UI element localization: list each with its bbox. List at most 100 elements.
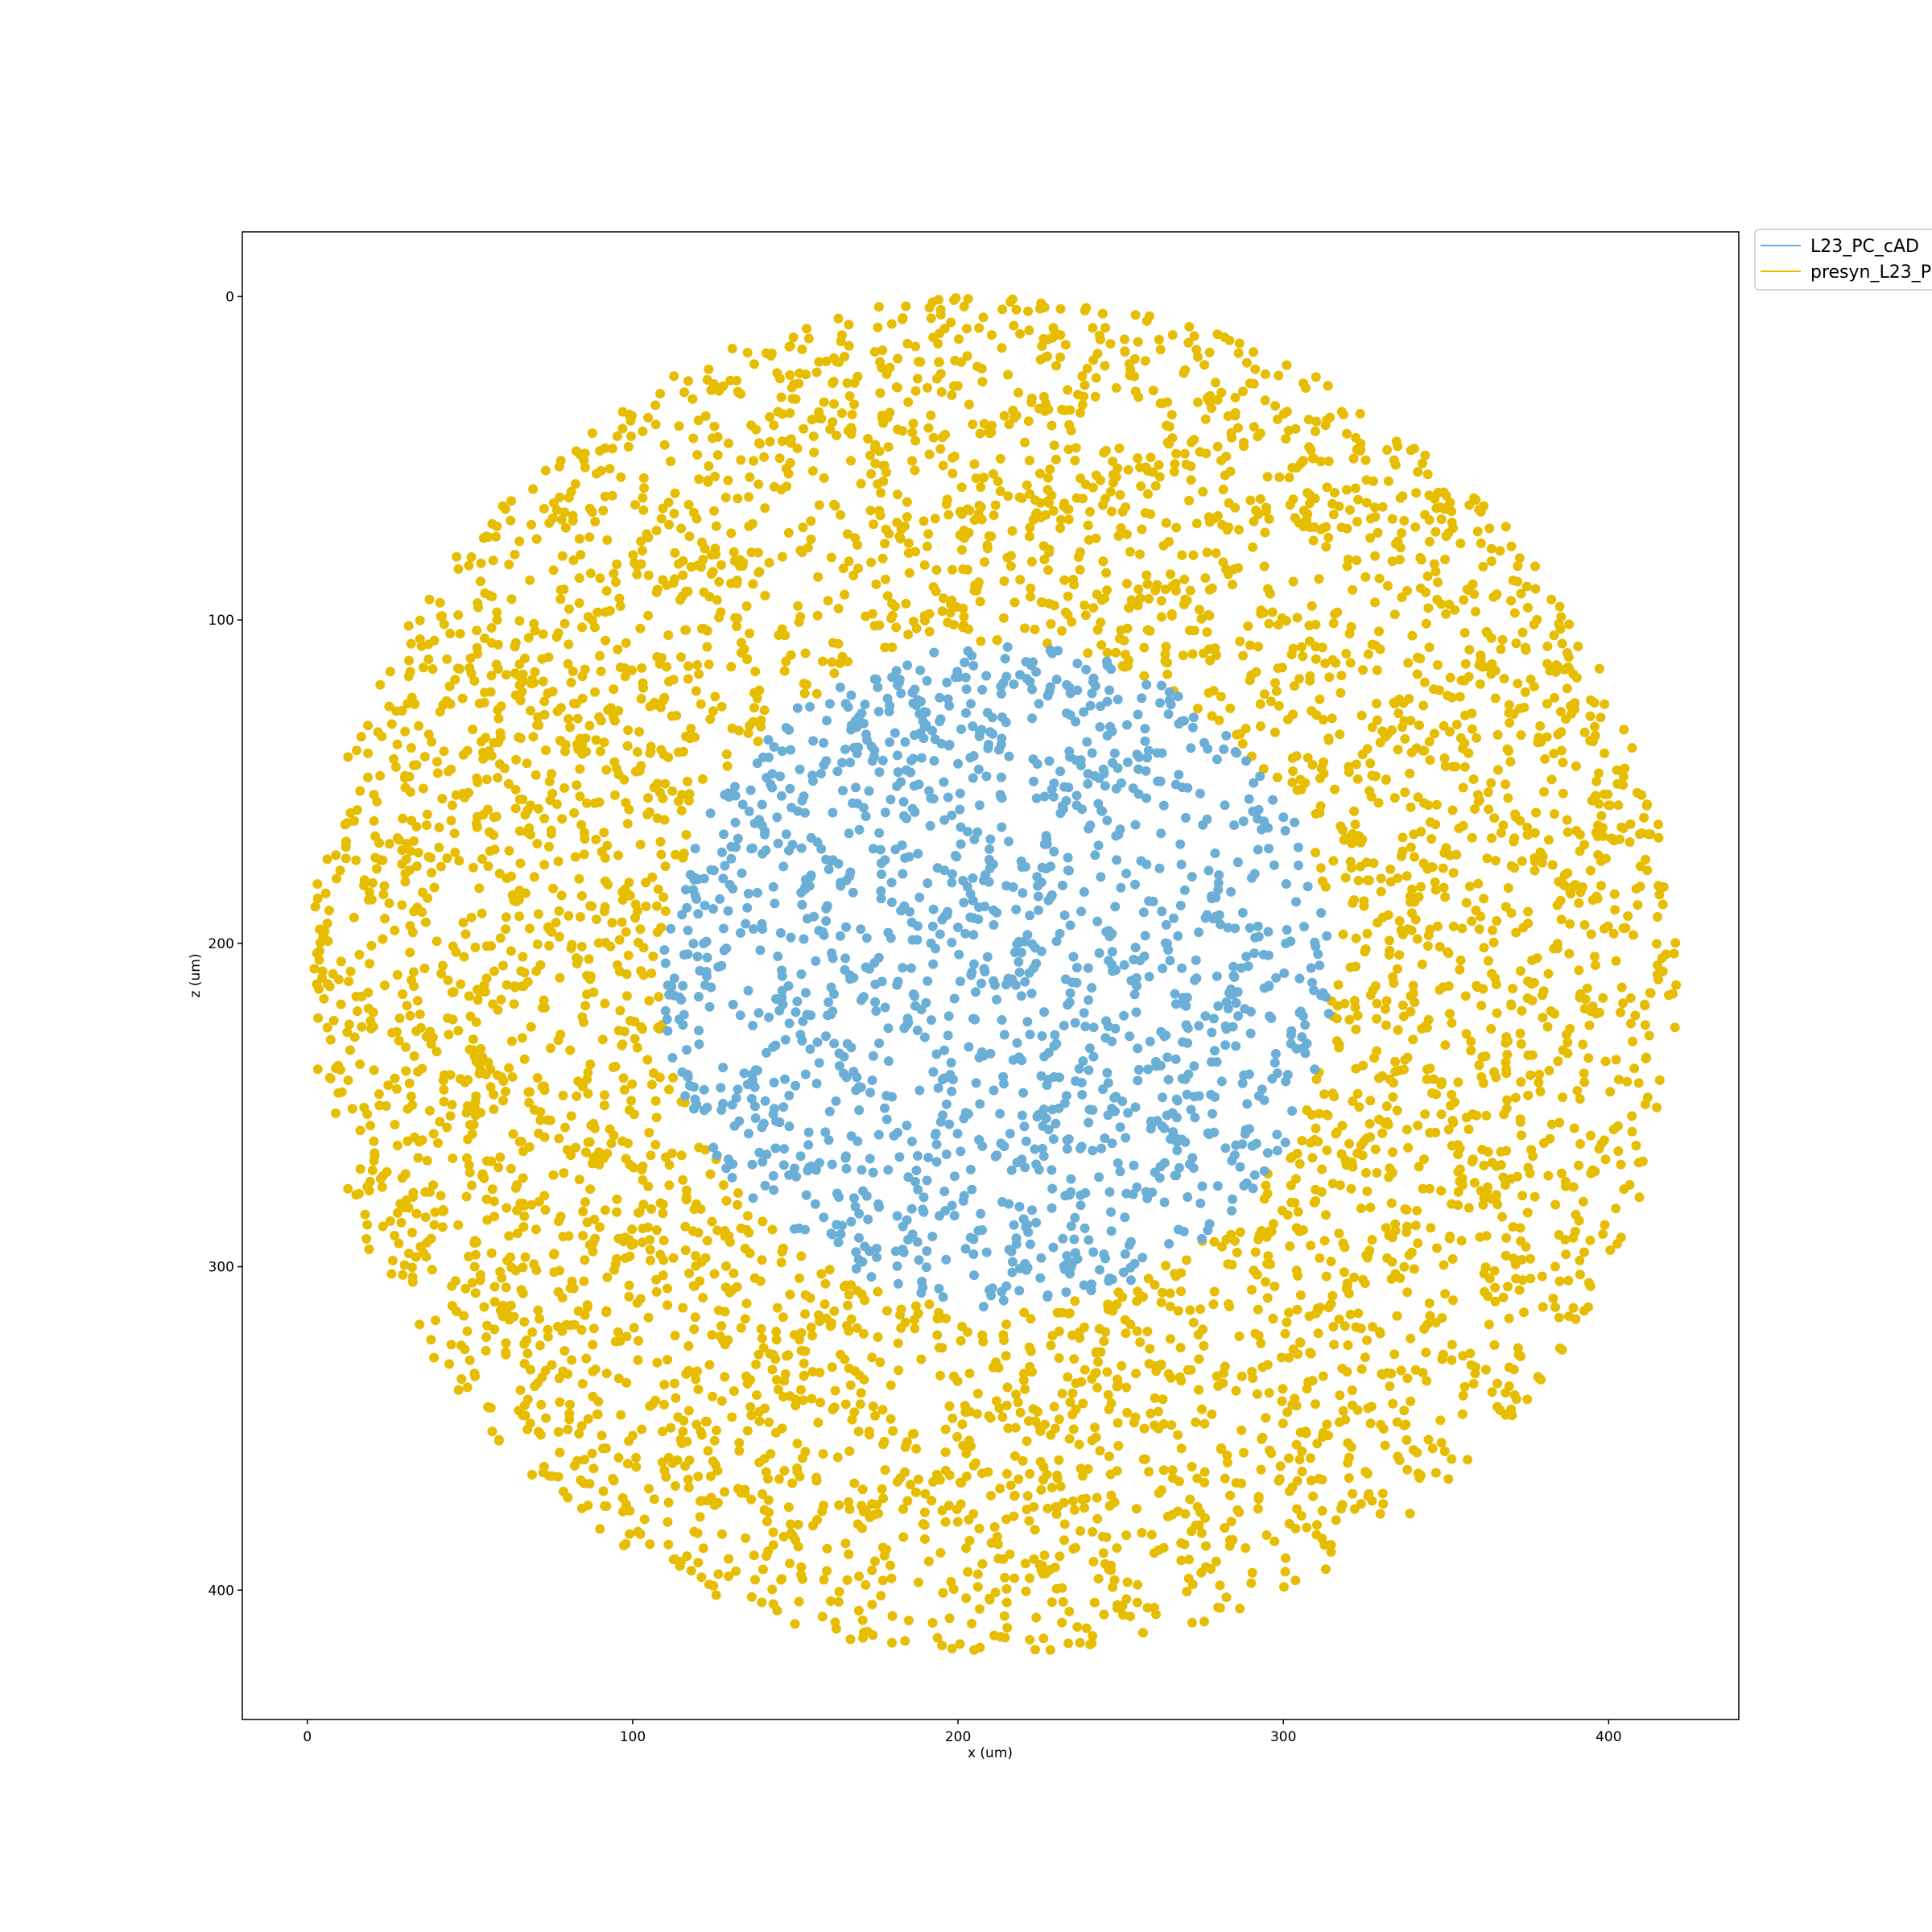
point-presyn-l23-p [1642, 1092, 1653, 1103]
point-presyn-l23-p [1068, 1544, 1079, 1554]
point-presyn-l23-p [702, 1417, 712, 1427]
point-presyn-l23-p [1292, 1304, 1302, 1315]
point-presyn-l23-p [1100, 1327, 1111, 1337]
point-presyn-l23-p [959, 525, 969, 535]
point-presyn-l23-p [896, 524, 906, 535]
point-presyn-l23-p [1221, 564, 1232, 575]
point-presyn-l23-p [312, 879, 323, 890]
point-presyn-l23-p [1388, 972, 1398, 982]
point-presyn-l23-p [466, 912, 477, 923]
point-presyn-l23-p [785, 370, 795, 380]
point-presyn-l23-p [907, 456, 918, 466]
point-presyn-l23-p [1360, 1352, 1370, 1363]
point-presyn-l23-p [569, 807, 580, 818]
point-presyn-l23-p [1064, 419, 1075, 430]
point-presyn-l23-p [903, 397, 914, 407]
point-presyn-l23-p [828, 1405, 838, 1414]
point-presyn-l23-p [323, 979, 332, 989]
point-l23-pc-cad [750, 1113, 761, 1123]
point-presyn-l23-p [533, 1305, 543, 1315]
point-presyn-l23-p [554, 906, 564, 916]
point-presyn-l23-p [518, 952, 528, 962]
point-presyn-l23-p [445, 699, 456, 709]
point-presyn-l23-p [555, 492, 565, 502]
point-presyn-l23-p [1348, 1488, 1358, 1499]
point-presyn-l23-p [1142, 625, 1153, 635]
point-presyn-l23-p [1011, 1389, 1022, 1400]
point-presyn-l23-p [622, 1459, 633, 1469]
point-presyn-l23-p [1590, 952, 1600, 962]
point-presyn-l23-p [1154, 334, 1164, 345]
point-presyn-l23-p [947, 1413, 958, 1423]
point-presyn-l23-p [1530, 584, 1541, 594]
point-presyn-l23-p [1315, 863, 1326, 873]
point-presyn-l23-p [1046, 1430, 1056, 1440]
point-presyn-l23-p [1038, 1462, 1049, 1472]
point-l23-pc-cad [1137, 1253, 1148, 1263]
point-presyn-l23-p [1067, 1388, 1078, 1398]
point-presyn-l23-p [1264, 618, 1274, 629]
point-presyn-l23-p [1175, 1343, 1186, 1353]
point-presyn-l23-p [696, 1572, 707, 1583]
point-presyn-l23-p [613, 1452, 624, 1463]
point-presyn-l23-p [558, 1486, 568, 1496]
point-presyn-l23-p [609, 684, 619, 695]
point-l23-pc-cad [1302, 881, 1313, 892]
point-presyn-l23-p [1065, 1397, 1075, 1407]
point-presyn-l23-p [494, 869, 505, 879]
point-presyn-l23-p [1108, 1582, 1118, 1592]
point-l23-pc-cad [1035, 1273, 1046, 1283]
point-presyn-l23-p [819, 1299, 830, 1310]
point-presyn-l23-p [785, 1558, 795, 1569]
point-presyn-l23-p [638, 473, 649, 483]
point-presyn-l23-p [489, 966, 499, 976]
point-presyn-l23-p [524, 1097, 535, 1108]
point-presyn-l23-p [1196, 1567, 1207, 1578]
point-presyn-l23-p [1366, 791, 1377, 802]
point-presyn-l23-p [1261, 1277, 1271, 1287]
point-presyn-l23-p [503, 778, 514, 789]
point-presyn-l23-p [843, 1300, 853, 1311]
point-presyn-l23-p [1132, 1597, 1142, 1608]
point-presyn-l23-p [367, 1165, 378, 1175]
point-presyn-l23-p [1390, 460, 1401, 470]
point-presyn-l23-p [629, 1323, 639, 1333]
point-l23-pc-cad [996, 688, 1006, 699]
point-presyn-l23-p [664, 1160, 675, 1170]
point-presyn-l23-p [1312, 1439, 1323, 1449]
point-presyn-l23-p [526, 679, 537, 689]
point-presyn-l23-p [1284, 1307, 1294, 1318]
point-presyn-l23-p [453, 1220, 464, 1230]
point-presyn-l23-p [643, 610, 654, 621]
point-presyn-l23-p [1009, 1511, 1019, 1521]
point-presyn-l23-p [699, 624, 709, 634]
point-presyn-l23-p [802, 324, 812, 334]
point-presyn-l23-p [1051, 1502, 1061, 1512]
point-presyn-l23-p [1199, 1418, 1210, 1429]
point-presyn-l23-p [1532, 614, 1542, 625]
point-l23-pc-cad [1220, 1021, 1231, 1031]
point-l23-pc-cad [919, 1192, 929, 1203]
point-presyn-l23-p [1290, 1198, 1300, 1208]
point-presyn-l23-p [564, 910, 574, 921]
point-presyn-l23-p [1255, 493, 1265, 504]
point-presyn-l23-p [486, 941, 497, 952]
point-presyn-l23-p [750, 667, 761, 677]
point-presyn-l23-p [913, 1308, 923, 1319]
point-presyn-l23-p [1385, 1381, 1395, 1391]
point-presyn-l23-p [340, 819, 350, 830]
point-presyn-l23-p [1496, 644, 1506, 654]
point-presyn-l23-p [1438, 863, 1448, 873]
point-presyn-l23-p [1026, 393, 1037, 403]
point-presyn-l23-p [621, 1499, 631, 1509]
point-presyn-l23-p [869, 519, 878, 530]
point-presyn-l23-p [846, 1314, 857, 1324]
point-presyn-l23-p [1353, 1308, 1364, 1319]
point-presyn-l23-p [378, 1221, 388, 1232]
point-l23-pc-cad [833, 1237, 844, 1248]
point-presyn-l23-p [1307, 1153, 1318, 1163]
point-presyn-l23-p [1024, 325, 1034, 336]
point-presyn-l23-p [1472, 980, 1482, 991]
point-presyn-l23-p [622, 741, 633, 751]
point-presyn-l23-p [1365, 990, 1376, 1001]
